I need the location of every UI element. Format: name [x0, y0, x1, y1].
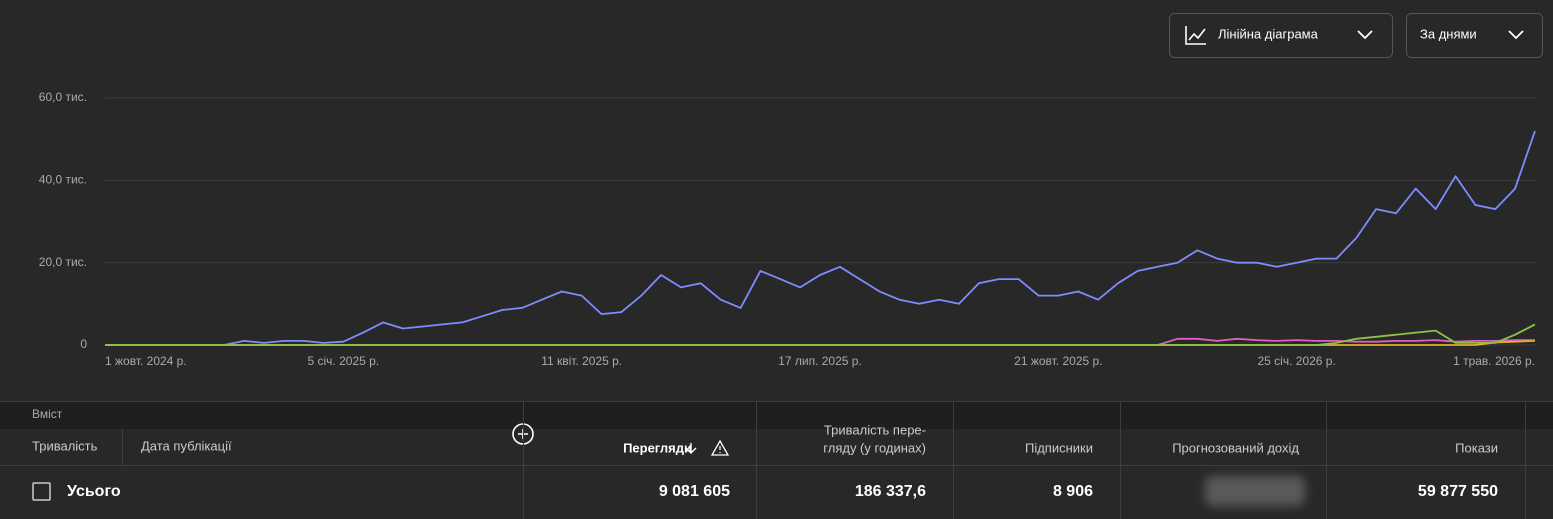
y-tick-label: 40,0 тис. [39, 173, 87, 187]
table: Вміст Тривалість Дата публікації Усього … [0, 401, 1553, 519]
button-frame[interactable] [1406, 13, 1543, 58]
total-cell: 59 877 550 [1418, 483, 1498, 500]
y-tick-label: 60,0 тис. [39, 90, 87, 104]
blurred-revenue [1205, 476, 1305, 506]
checkbox[interactable] [32, 482, 51, 501]
button-frame[interactable] [1169, 13, 1393, 58]
period-button[interactable]: За днями [1406, 13, 1543, 58]
series-line [105, 130, 1536, 346]
total-cell: 186 337,6 [855, 483, 926, 500]
left-header: Дата публікації [141, 438, 232, 453]
group-band [0, 401, 1553, 429]
column-header: Підписники [1025, 440, 1093, 455]
column-header: гляду (у годинах) [823, 440, 926, 455]
total-cell: 9 081 605 [659, 483, 730, 500]
plot: 0 20,0 тис. 40,0 тис. 60,0 тис. 1 жовт. 2024… [39, 90, 1537, 368]
chevron [1357, 30, 1373, 40]
x-tick-label: 21 жовт. 2025 р. [1014, 354, 1102, 368]
column-header: Прогнозований дохід [1172, 440, 1299, 455]
x-tick-label: 11 квіт. 2025 р. [541, 354, 622, 368]
warning-icon [710, 439, 730, 456]
total-label: Усього [67, 483, 121, 500]
chevron [1508, 30, 1524, 40]
column-header: Тривалість пере- [824, 422, 926, 437]
y-tick-label: 0 [80, 337, 87, 351]
button-label: Лінійна діаграма [1218, 26, 1319, 41]
series-line [105, 323, 1536, 346]
chart-type-button[interactable]: Лінійна діаграма [1169, 13, 1393, 58]
button-label: За днями [1420, 26, 1477, 41]
left-header: Тривалість [32, 438, 98, 453]
y-tick-label: 20,0 тис. [39, 255, 87, 269]
x-tick-label: 17 лип. 2025 р. [778, 354, 862, 368]
x-tick-label: 5 січ. 2025 р. [308, 354, 380, 368]
x-tick-label: 25 січ. 2026 р. [1258, 354, 1336, 368]
total-cell: 8 906 [1053, 483, 1093, 500]
chart-icon [1185, 26, 1206, 45]
column-header[interactable]: Перегляди [623, 440, 692, 455]
column-header: Покази [1455, 440, 1498, 455]
group-header: Вміст [32, 407, 63, 421]
x-tick-label: 1 жовт. 2024 р. [105, 354, 187, 368]
sort-arrow[interactable] [685, 443, 697, 454]
x-tick-label: 1 трав. 2026 р. [1453, 354, 1535, 368]
